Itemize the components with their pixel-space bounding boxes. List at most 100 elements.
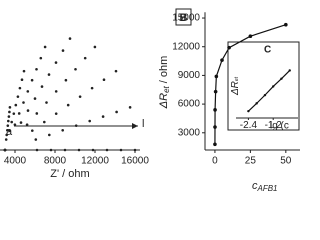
data-point <box>284 22 288 27</box>
data-point <box>12 112 16 115</box>
data-point <box>272 85 275 88</box>
data-point <box>213 108 217 112</box>
data-point <box>247 109 250 113</box>
data-point <box>248 34 253 39</box>
data-point <box>83 56 87 60</box>
data-point <box>6 124 10 127</box>
x-tick-label: 8000 <box>44 156 67 167</box>
data-point <box>105 148 109 152</box>
data-point <box>30 78 34 82</box>
data-point <box>78 95 82 98</box>
y-tick-label: 15000 <box>172 13 200 24</box>
y-axis-label: ΔRet/ ohm <box>158 56 171 110</box>
data-point <box>35 148 39 152</box>
data-point <box>119 148 123 152</box>
data-point <box>33 97 37 100</box>
data-point <box>40 85 44 88</box>
data-point <box>101 115 105 118</box>
data-point <box>26 109 30 112</box>
x-label-main: c <box>252 180 258 192</box>
data-point <box>133 148 137 152</box>
inset-y-main: ΔR <box>230 81 241 96</box>
arrow-head <box>132 123 138 129</box>
data-point <box>10 120 13 124</box>
data-point <box>114 69 118 73</box>
data-point <box>20 78 24 82</box>
data-point <box>13 123 17 126</box>
data-point <box>68 37 72 40</box>
data-point <box>90 86 94 90</box>
data-point <box>5 133 8 137</box>
data-point <box>54 112 58 115</box>
data-point <box>22 101 25 104</box>
data-point <box>47 73 51 76</box>
data-point <box>214 74 219 79</box>
data-point <box>74 124 78 127</box>
x-tick-label: 25 <box>245 156 257 167</box>
data-point <box>61 49 65 52</box>
data-point <box>8 110 11 114</box>
data-point <box>263 93 267 97</box>
inset-y-label: ΔRet <box>230 76 241 96</box>
data-point <box>288 69 291 72</box>
annotation: l <box>142 118 144 130</box>
data-point <box>102 78 106 82</box>
x-axis-label: Z' / ohm <box>50 168 89 180</box>
data-point <box>128 106 132 109</box>
data-point <box>54 90 58 93</box>
x-tick-label: 4000 <box>4 156 27 167</box>
inset-y-sub: et <box>234 76 240 81</box>
x-tick-label: 16000 <box>121 156 149 167</box>
data-point <box>43 120 46 124</box>
x-tick-label: -2.4 <box>240 120 258 131</box>
data-point <box>93 45 97 49</box>
data-point <box>19 121 23 124</box>
data-point <box>4 138 8 141</box>
data-point <box>17 112 21 115</box>
x-axis-label: cAFB1 <box>252 180 278 193</box>
y-label-unit: / ohm <box>158 56 170 84</box>
data-point <box>213 89 218 94</box>
data-point <box>7 115 11 118</box>
data-point <box>31 129 34 132</box>
data-point <box>39 56 43 60</box>
data-point <box>43 45 47 49</box>
data-point <box>35 112 39 115</box>
y-label-main: ΔR <box>158 93 170 109</box>
data-point <box>7 119 10 123</box>
x-label-sub: AFB1 <box>257 184 278 193</box>
data-point <box>3 148 7 152</box>
data-point <box>91 148 95 152</box>
y-tick-label: 6000 <box>178 99 201 110</box>
inset-x-label: lg (c <box>270 121 289 132</box>
data-point <box>22 69 26 73</box>
panel-label: B <box>180 12 188 24</box>
data-point <box>220 58 224 62</box>
x-tick-label: 12000 <box>81 156 109 167</box>
data-point <box>8 106 12 109</box>
y-tick-label: 12000 <box>172 41 200 52</box>
data-point <box>213 125 217 129</box>
data-point <box>77 148 81 152</box>
data-point <box>88 119 91 123</box>
data-point <box>227 45 231 50</box>
data-point <box>64 78 68 82</box>
y-tick-label: 9000 <box>178 70 201 81</box>
data-point <box>34 138 38 141</box>
data-point <box>255 102 258 105</box>
data-point <box>8 129 11 132</box>
data-point <box>74 67 77 71</box>
x-tick-label: -1.2 <box>265 120 283 131</box>
x-tick-label: 50 <box>280 156 292 167</box>
data-point <box>25 123 29 126</box>
figure: a l Z' / ohm B ΔRet/ ohm cAFB1 C ΔRet lg… <box>0 8 300 193</box>
data-point <box>6 128 9 132</box>
data-point <box>63 148 67 152</box>
data-point <box>45 101 48 104</box>
data-point <box>213 142 217 147</box>
x-tick-label: 0 <box>212 156 218 167</box>
inset-label: C <box>264 45 271 56</box>
data-point <box>48 133 51 137</box>
data-point <box>16 95 20 98</box>
panel-label-box <box>175 8 192 26</box>
